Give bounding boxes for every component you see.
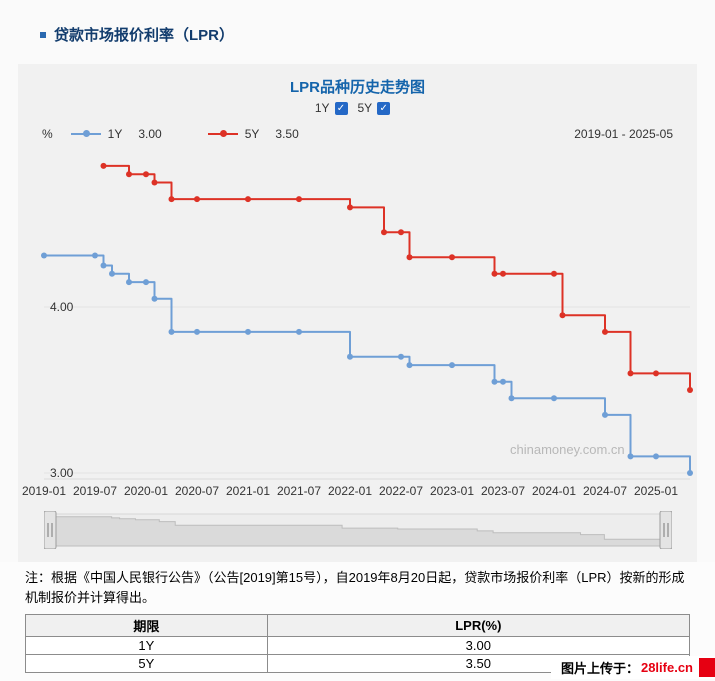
navigator-series-silhouette — [55, 516, 661, 547]
navigator-handle-left[interactable] — [44, 511, 57, 549]
legend-item-5y: 5Y 3.50 — [207, 127, 299, 141]
table-cell: 5Y — [25, 654, 268, 673]
page-title: 贷款市场报价利率（LPR） — [40, 24, 234, 45]
legend-line-5y-icon — [207, 130, 238, 138]
legend-row: % 1Y 3.00 5Y 3.50 2019-01 - 2025-05 — [42, 127, 673, 141]
checkbox-1y[interactable]: ✓ — [334, 101, 348, 115]
series-1y-line — [44, 254, 691, 473]
table-header-cell: LPR(%) — [266, 614, 691, 637]
table-header-cell: 期限 — [25, 614, 268, 637]
legend-label-1y: 1Y — [107, 127, 123, 141]
table-cell: 3.00 — [266, 636, 691, 655]
chart-watermark: chinamoney.com.cn — [510, 442, 625, 457]
x-axis-label: 2025-01 — [634, 484, 678, 498]
x-axis-label: 2020-01 — [124, 484, 168, 498]
chart-title: LPR品种历史走势图 — [289, 79, 425, 96]
legend-value-5y: 3.50 — [275, 127, 299, 141]
checkbox-label-1y: 1Y — [314, 101, 330, 115]
table-row: 1Y 3.00 — [25, 636, 691, 655]
x-axis-label: 2024-01 — [532, 484, 576, 498]
footer-watermark: 图片上传于： 28life.cn — [550, 656, 715, 679]
chart-panel: LPR品种历史走势图 1Y ✓ 5Y ✓ % 1Y 3.00 5Y 3.50 2… — [18, 64, 697, 562]
y-axis-label: 3.00 — [50, 466, 74, 480]
legend-line-1y-icon — [70, 130, 101, 138]
page-header: 贷款市场报价利率（LPR） — [0, 0, 715, 45]
x-axis-label: 2019-07 — [73, 484, 117, 498]
y-axis-unit: % — [42, 127, 53, 141]
series-toggles: 1Y ✓ 5Y ✓ — [18, 101, 697, 115]
x-axis-label: 2022-01 — [328, 484, 372, 498]
title-bullet-icon — [40, 31, 46, 38]
checkbox-5y[interactable]: ✓ — [377, 101, 391, 115]
table-cell: 1Y — [25, 636, 268, 655]
y-axis-label: 4.00 — [50, 300, 74, 314]
footer-site-link[interactable]: 28life.cn — [640, 660, 693, 675]
footer-prefix: 图片上传于： — [560, 661, 639, 676]
table-header-row: 期限 LPR(%) — [25, 614, 691, 637]
note-text: 注：根据《中国人民银行公告》（公告[2019]第15号），自2019年8月20日… — [25, 570, 685, 605]
series-1y-markers — [41, 252, 693, 476]
legend-item-1y: 1Y 3.00 — [70, 127, 162, 141]
date-range-label: 2019-01 - 2025-05 — [574, 127, 673, 141]
bottom-section: 注：根据《中国人民银行公告》（公告[2019]第15号），自2019年8月20日… — [0, 562, 715, 681]
x-axis-label: 2023-07 — [481, 484, 525, 498]
x-axis-label: 2020-07 — [175, 484, 219, 498]
x-axis-label: 2021-01 — [226, 484, 270, 498]
range-navigator[interactable] — [44, 511, 672, 549]
page-title-text: 贷款市场报价利率（LPR） — [54, 27, 235, 44]
x-axis-label: 2022-07 — [379, 484, 423, 498]
x-axis-label: 2024-07 — [583, 484, 627, 498]
legend-label-5y: 5Y — [244, 127, 260, 141]
series-5y-markers — [100, 162, 693, 393]
checkbox-label-5y: 5Y — [357, 101, 373, 115]
navigator-handle-right[interactable] — [659, 511, 672, 549]
lpr-step-chart: 3.00 4.00 2019-01 2019-07 2020-01 2020-07 2021… — [22, 162, 693, 498]
x-axis-label: 2019-01 — [22, 484, 66, 498]
x-axis-label: 2023-01 — [430, 484, 474, 498]
x-axis-label: 2021-07 — [277, 484, 321, 498]
footer-red-badge — [699, 658, 715, 677]
legend-value-1y: 3.00 — [138, 127, 162, 141]
